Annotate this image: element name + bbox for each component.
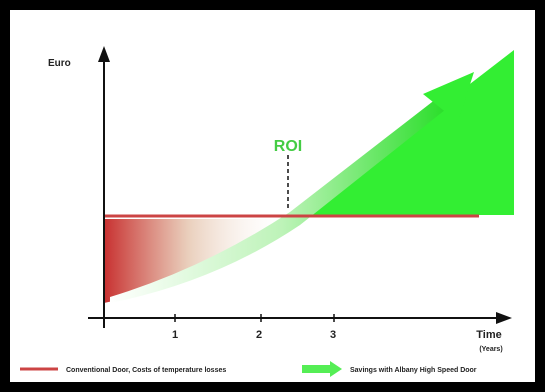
y-axis-arrow xyxy=(98,46,110,62)
conventional-loss-area xyxy=(104,219,290,303)
x-tick-label-1: 1 xyxy=(172,329,178,341)
legend-savings-swatch xyxy=(302,361,342,377)
roi-label: ROI xyxy=(274,138,302,155)
savings-arrow-head xyxy=(423,72,474,122)
legend-conventional-label: Conventional Door, Costs of temperature … xyxy=(66,367,226,374)
x-axis-label: Time xyxy=(476,329,501,341)
savings-arrow-body xyxy=(110,92,455,303)
y-axis-label: Euro xyxy=(48,58,71,69)
x-tick-label-3: 3 xyxy=(330,329,336,341)
legend-savings-label: Savings with Albany High Speed Door xyxy=(350,367,477,374)
x-tick-label-2: 2 xyxy=(256,329,262,341)
x-axis-arrow xyxy=(496,312,512,324)
x-axis-unit: (Years) xyxy=(479,346,502,353)
